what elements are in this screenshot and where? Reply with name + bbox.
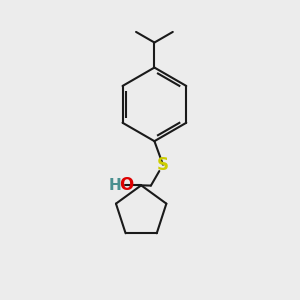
- Text: O: O: [119, 176, 134, 194]
- Text: S: S: [157, 156, 169, 174]
- Text: H: H: [108, 178, 121, 193]
